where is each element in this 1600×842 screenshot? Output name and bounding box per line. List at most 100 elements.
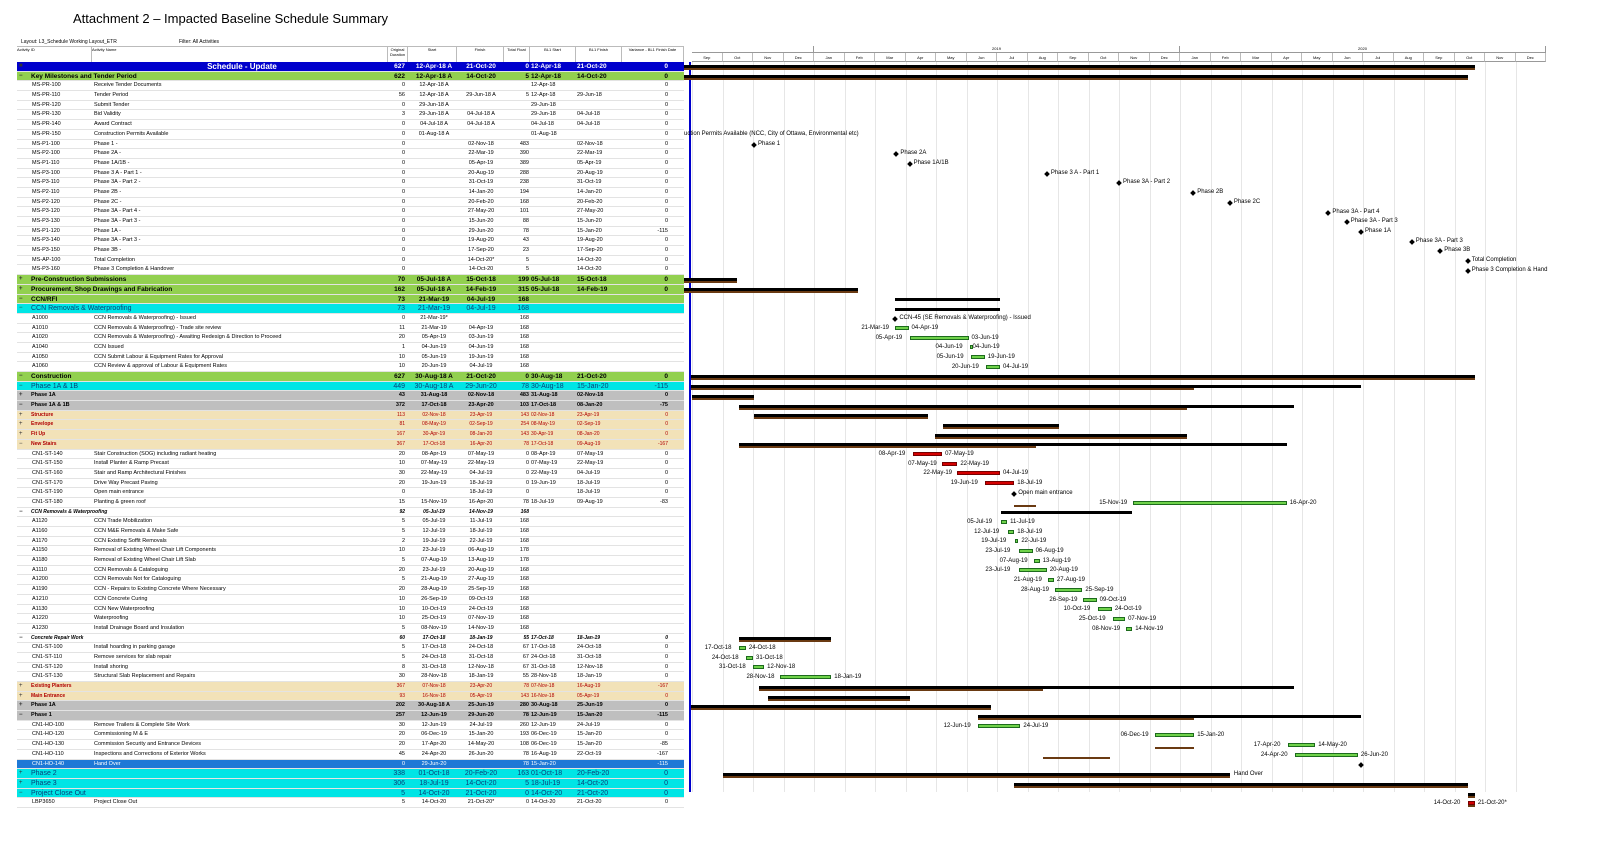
activity-bar[interactable] <box>753 665 765 670</box>
activity-row[interactable]: CN1-HO-120 Commissioning M & E 20 06-Dec-19… <box>17 730 684 741</box>
activity-row[interactable]: MS-PR-110 Tender Period 56 12-Apr-18 A 29-Ju… <box>17 91 684 101</box>
activity-row[interactable]: MS-P1-110 Phase 1A/1B - 0 05-Apr-19 389 05-Ap… <box>17 158 684 169</box>
expand-toggle-icon[interactable]: − <box>19 382 23 389</box>
activity-row[interactable]: MS-PR-140 Award Contract 0 04-Jul-18 A 04-Ju… <box>17 120 684 130</box>
activity-bar[interactable] <box>1133 500 1287 505</box>
baseline-bar[interactable] <box>943 426 1059 429</box>
activity-bar[interactable] <box>1126 626 1133 631</box>
expand-toggle-icon[interactable]: + <box>19 779 23 786</box>
milestone-diamond-icon[interactable] <box>1464 258 1471 264</box>
activity-row[interactable]: MS-PR-120 Submit Tender 0 29-Jun-18 A 29-Jun… <box>17 100 684 111</box>
expand-toggle-icon[interactable]: + <box>19 421 23 428</box>
wbs-group-row[interactable]: + Structure 113 02-Nov-18 23-Apr-19 143 02-No… <box>17 410 684 421</box>
activity-bar[interactable] <box>1054 587 1083 592</box>
summary-bar[interactable] <box>759 685 1294 689</box>
layout-label[interactable]: Layout: L3_Schedule Working Layout_ETR <box>21 39 117 45</box>
expand-toggle-icon[interactable]: ■ <box>19 63 23 69</box>
summary-bar[interactable] <box>977 714 1361 718</box>
activity-row[interactable]: CN1-HO-100 Remove Trailers & Complete Sit… <box>17 720 684 731</box>
baseline-bar[interactable] <box>1467 795 1475 798</box>
wbs-group-row[interactable]: − New Stairs 367 17-Oct-18 16-Apr-20 78 17-Oct… <box>17 439 684 450</box>
activity-row[interactable]: CN1-ST-100 Install hoarding in parking ga… <box>17 643 684 653</box>
activity-row[interactable]: A1200 CCN Removals Not for Cataloguing 5 21… <box>17 575 684 586</box>
col-bl1-finish[interactable]: BL1 Finish <box>576 46 622 62</box>
wbs-group-row[interactable]: − Construction 627 30-Aug-18 A 21-Oct-20 0 30-… <box>17 372 684 382</box>
baseline-bar[interactable] <box>684 77 1468 80</box>
wbs-group-row[interactable]: − Phase 1 257 12-Jun-19 29-Jun-20 78 12-Jun-19… <box>17 711 684 721</box>
summary-bar[interactable] <box>738 404 1294 408</box>
summary-bar[interactable] <box>738 443 1287 447</box>
wbs-group-row[interactable]: − Key Milestones and Tender Period 622 12-A… <box>17 71 684 82</box>
activity-row[interactable]: CN1-ST-190 Open main entrance 0 18-Jul-19 0 1… <box>17 488 684 498</box>
summary-bar[interactable] <box>1001 511 1133 515</box>
activity-bar[interactable] <box>1112 616 1126 621</box>
expand-toggle-icon[interactable]: − <box>19 508 23 515</box>
expand-toggle-icon[interactable]: + <box>19 683 23 689</box>
baseline-bar[interactable] <box>934 436 1188 439</box>
activity-row[interactable]: MS-P3-100 Phase 3 A - Part 1 - 0 20-Aug-19 2… <box>17 168 684 179</box>
baseline-bar[interactable] <box>1467 805 1475 808</box>
summary-bar[interactable] <box>690 375 1475 379</box>
activity-row[interactable]: CN1-ST-110 Remove services for slab repai… <box>17 652 684 663</box>
col-finish[interactable]: Finish <box>457 46 504 62</box>
activity-row[interactable]: MS-P3-160 Phase 3 Completion & Handover 0 1… <box>17 265 684 276</box>
milestone-diamond-icon[interactable] <box>1408 238 1415 245</box>
wbs-group-row[interactable]: + Phase 1A 202 30-Aug-18 A 25-Jun-19 280 30-Au… <box>17 701 684 712</box>
activity-bar[interactable] <box>1033 558 1040 563</box>
summary-bar[interactable] <box>895 307 1001 311</box>
activity-bar[interactable] <box>969 345 973 350</box>
expand-toggle-icon[interactable]: + <box>19 276 23 283</box>
summary-bar[interactable] <box>684 74 1468 78</box>
expand-toggle-icon[interactable]: − <box>19 712 23 719</box>
activity-row[interactable]: A1160 CCN M&E Removals & Make Safe 5 12-Jul… <box>17 527 684 537</box>
expand-toggle-icon[interactable]: − <box>19 402 23 409</box>
col-total-float[interactable]: Total Float <box>504 46 530 62</box>
activity-row[interactable]: A1010 CCN Removals & Waterproofing) - Tra… <box>17 323 684 334</box>
summary-bar[interactable] <box>1467 792 1475 796</box>
activity-row[interactable]: A1210 CCN Concrete Curing 10 26-Sep-19 09-Oc… <box>17 594 684 605</box>
baseline-bar[interactable] <box>690 388 1195 391</box>
baseline-bar[interactable] <box>690 708 991 711</box>
expand-toggle-icon[interactable]: − <box>19 634 23 641</box>
activity-row[interactable]: MS-PR-130 Bid Validity 3 29-Jun-18 A 04-Jul-… <box>17 110 684 121</box>
summary-bar[interactable] <box>722 773 1230 777</box>
baseline-bar[interactable] <box>768 698 910 701</box>
activity-bar[interactable] <box>984 481 1015 486</box>
wbs-group-row[interactable]: ■ Schedule - Update 627 12-Apr-18 A 21-Oct-2… <box>17 62 684 72</box>
milestone-diamond-icon[interactable] <box>1437 248 1444 255</box>
activity-bar[interactable] <box>942 461 958 466</box>
wbs-group-row[interactable]: + Main Entrance 93 16-Nov-18 05-Apr-19 143 16-… <box>17 691 684 702</box>
activity-row[interactable]: CN1-ST-130 Structural Slab Replacement an… <box>17 672 684 682</box>
wbs-group-row[interactable]: + Existing Planters 367 07-Nov-18 23-Apr-20 7… <box>17 682 684 692</box>
activity-row[interactable]: CN1-HO-140 Hand Over 0 29-Jun-20 78 15-Jan-20… <box>17 759 684 770</box>
wbs-group-row[interactable]: + Envelope 81 08-May-19 02-Sep-19 254 08-May-… <box>17 420 684 431</box>
activity-row[interactable]: MS-P3-120 Phase 3A - Part 4 - 0 27-May-20 10… <box>17 207 684 217</box>
milestone-diamond-icon[interactable] <box>892 316 899 323</box>
col-bl1-start[interactable]: BL1 Start <box>530 46 576 62</box>
activity-row[interactable]: A1120 CCN Trade Mobilization 5 05-Jul-19 11-… <box>17 517 684 527</box>
summary-bar[interactable] <box>1014 782 1468 786</box>
activity-row[interactable]: MS-P2-100 Phase 2A - 0 22-Mar-19 390 22-Mar-1… <box>17 149 684 159</box>
expand-toggle-icon[interactable]: − <box>19 72 23 79</box>
expand-toggle-icon[interactable]: + <box>19 285 23 292</box>
activity-bar[interactable] <box>909 335 969 340</box>
expand-toggle-icon[interactable]: + <box>19 702 23 709</box>
expand-toggle-icon[interactable]: + <box>19 411 23 418</box>
baseline-bar[interactable] <box>1042 756 1110 759</box>
baseline-bar[interactable] <box>684 291 858 294</box>
summary-bar[interactable] <box>690 705 991 709</box>
baseline-bar[interactable] <box>684 281 737 284</box>
summary-bar[interactable] <box>768 695 910 699</box>
wbs-group-row[interactable]: + Phase 3 306 18-Jul-19 14-Oct-20 5 18-Jul-19 1… <box>17 778 684 789</box>
activity-row[interactable]: A1000 CCN Removals & Waterproofing) - Iss… <box>17 313 684 324</box>
milestone-diamond-icon[interactable] <box>1325 209 1332 216</box>
activity-row[interactable]: MS-P1-100 Phase 1 - 0 02-Nov-18 483 02-Nov-18… <box>17 139 684 150</box>
activity-bar[interactable] <box>1047 578 1054 583</box>
summary-bar[interactable] <box>895 297 1001 301</box>
wbs-group-row[interactable]: + Fit Up 167 30-Apr-19 08-Jan-20 143 30-Apr-1… <box>17 430 684 440</box>
expand-toggle-icon[interactable]: + <box>19 770 23 777</box>
activity-bar[interactable] <box>970 355 985 359</box>
col-activity-name[interactable]: Activity Name <box>92 46 388 62</box>
wbs-group-row[interactable]: + Procurement, Shop Drawings and Fabricat… <box>17 284 684 295</box>
activity-row[interactable]: CN1-ST-150 Install Planter & Ramp Precast… <box>17 459 684 469</box>
